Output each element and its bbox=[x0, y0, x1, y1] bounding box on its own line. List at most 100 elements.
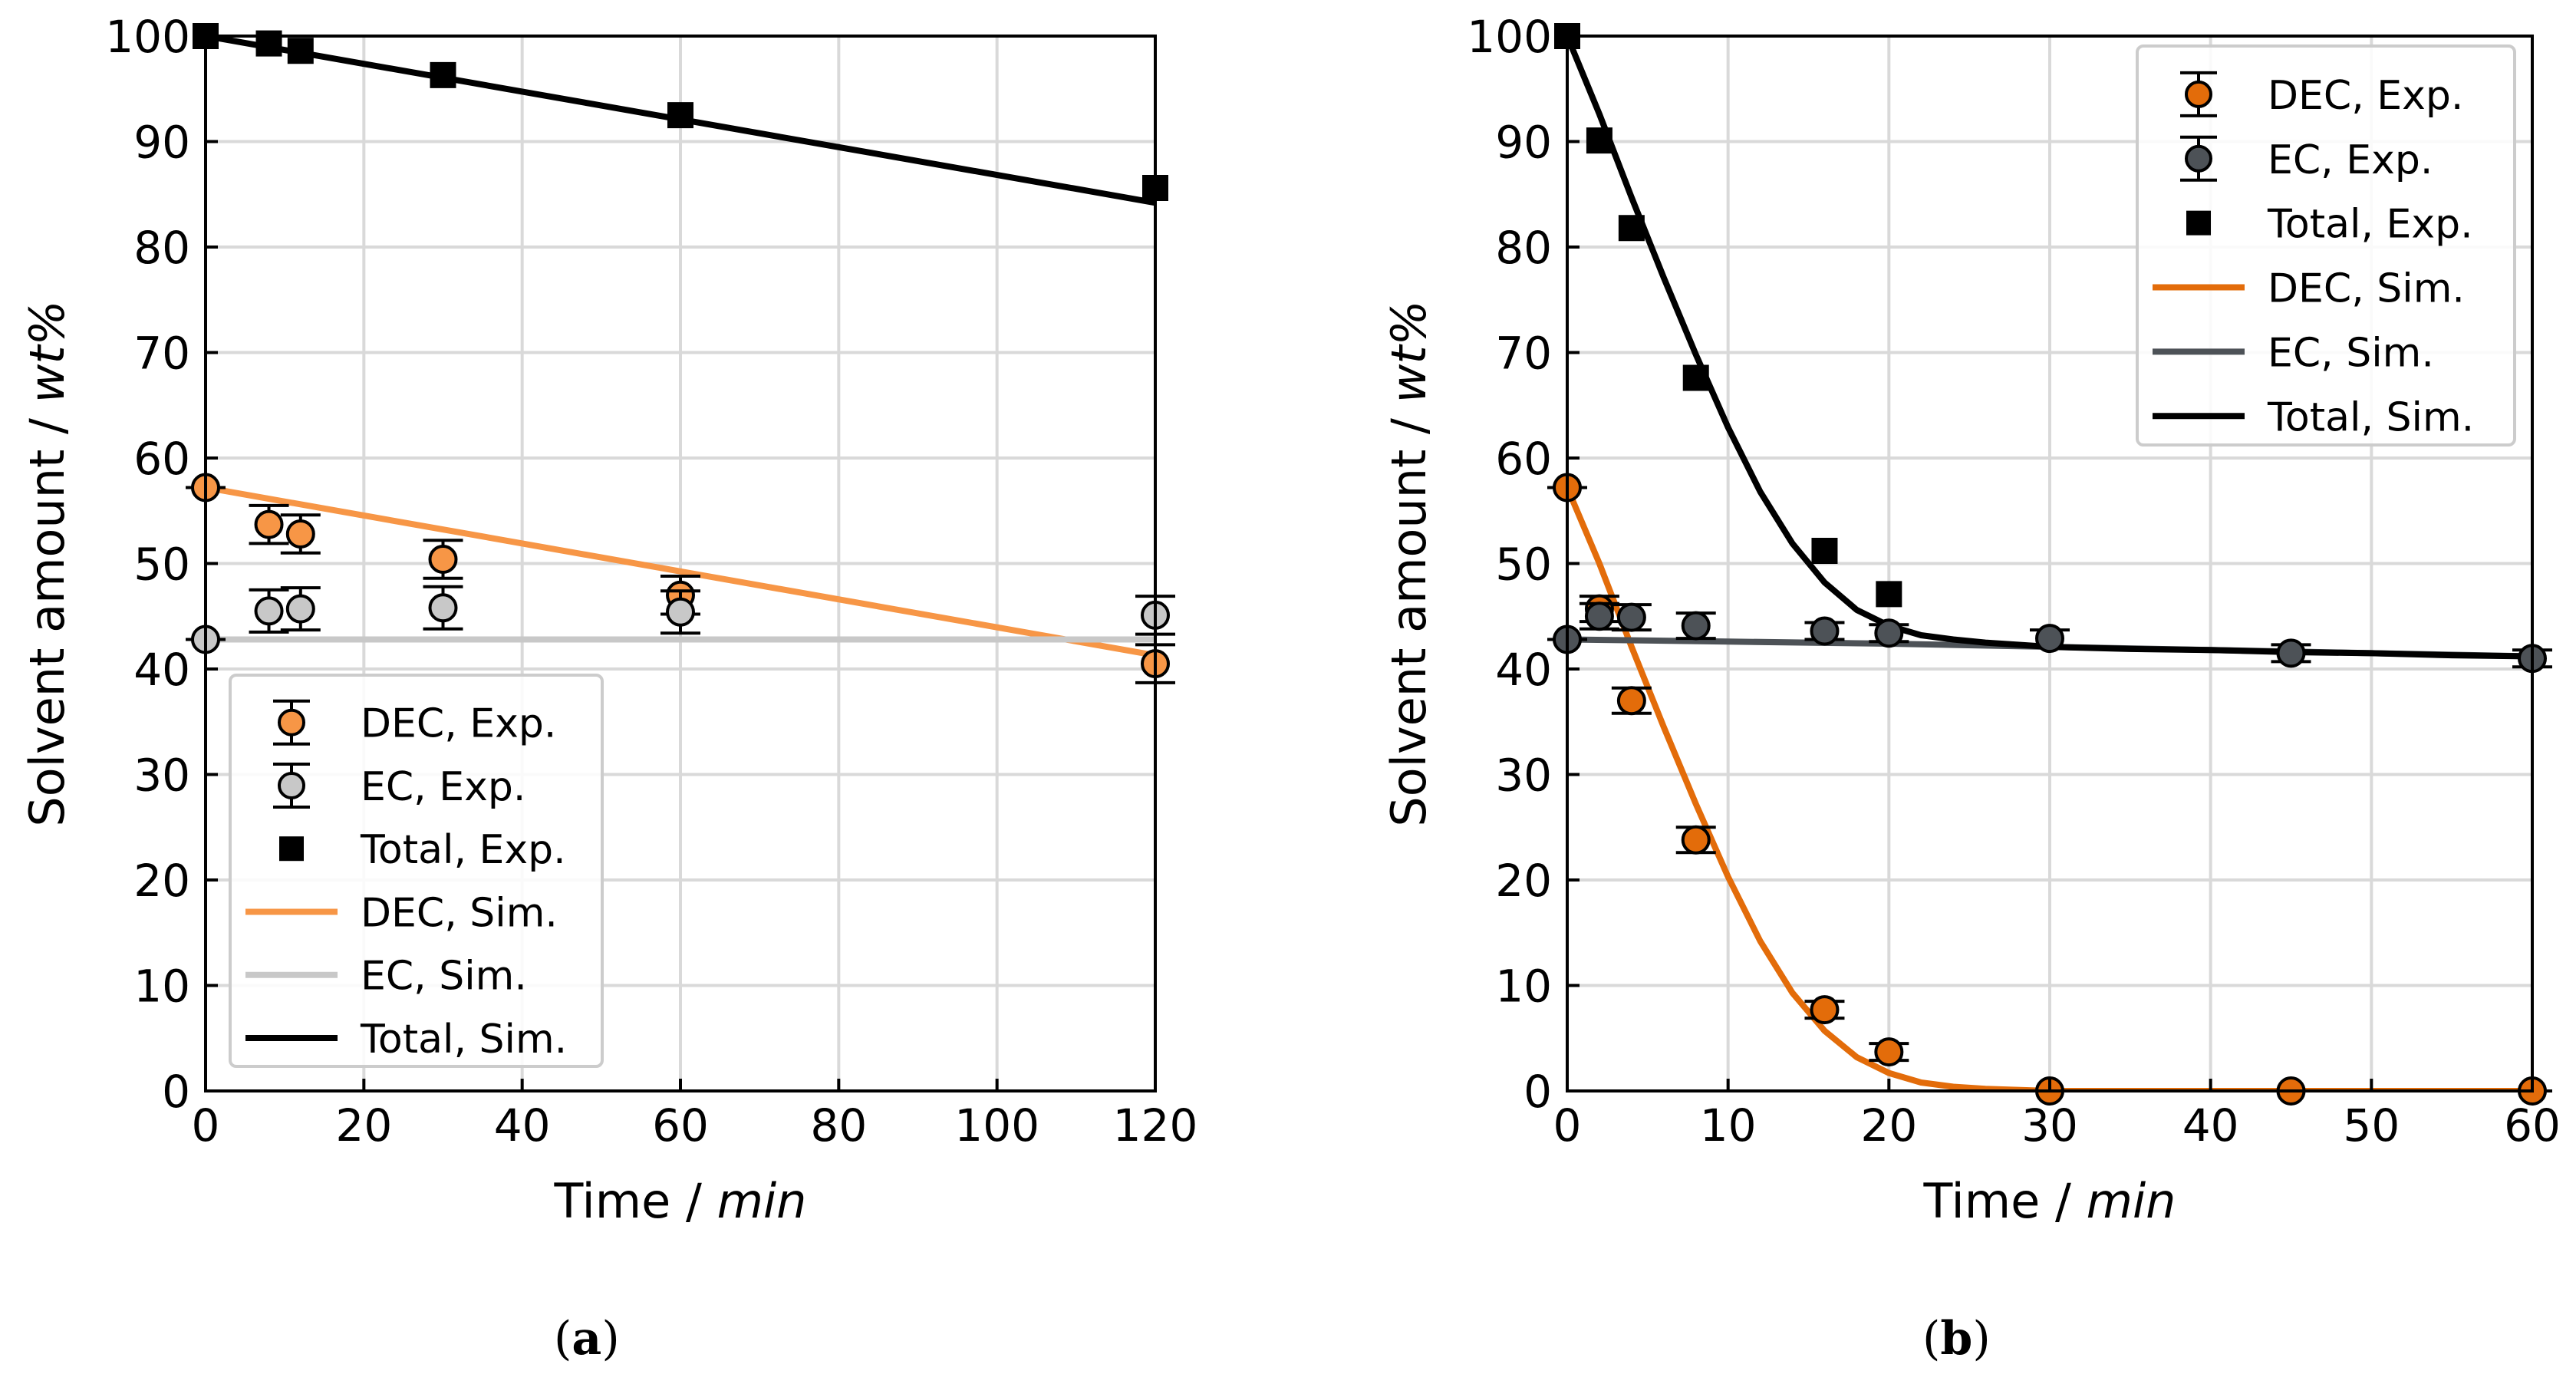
legend-label: DEC, Exp. bbox=[2268, 73, 2463, 119]
y-tick-label: 30 bbox=[1495, 750, 1552, 802]
x-tick-label: 60 bbox=[2504, 1099, 2561, 1152]
y-axis-label-unit: wt% bbox=[1381, 300, 1437, 403]
legend-box bbox=[2136, 44, 2516, 447]
data-point bbox=[1584, 601, 1614, 631]
y-tick-label: 60 bbox=[1495, 433, 1552, 485]
x-axis-label-unit: min bbox=[2087, 1173, 2176, 1229]
y-tick-label: 90 bbox=[133, 117, 190, 169]
data-point bbox=[428, 545, 458, 574]
caption-b-letter: b bbox=[1940, 1312, 1973, 1366]
y-tick-label: 90 bbox=[1495, 117, 1552, 169]
data-point bbox=[2035, 624, 2064, 654]
x-axis-label: Time / min bbox=[554, 1173, 807, 1229]
x-tick-label: 120 bbox=[1113, 1099, 1198, 1152]
legend-label: DEC, Exp. bbox=[361, 701, 556, 747]
y-tick-label: 40 bbox=[1495, 644, 1552, 696]
x-tick-label: 40 bbox=[2182, 1099, 2239, 1152]
panel-b: 0 10 20 30 40 50 60 0 10 20 30 40 50 60 70 80 90 100 Time … bbox=[1381, 11, 2561, 1229]
data-point bbox=[1810, 616, 1840, 646]
y-tick-label: 80 bbox=[133, 222, 190, 274]
x-axis-label-text: Time / bbox=[554, 1173, 717, 1229]
x-tick-label: 40 bbox=[494, 1099, 551, 1152]
y-tick-label: 70 bbox=[133, 328, 190, 380]
data-point bbox=[1874, 1037, 1904, 1067]
y-tick-label: 10 bbox=[1495, 961, 1552, 1013]
y-tick-label: 50 bbox=[1495, 539, 1552, 591]
x-axis-label: Time / min bbox=[1923, 1173, 2176, 1229]
legend-label: Total, Sim. bbox=[360, 1017, 567, 1063]
data-point-square bbox=[1876, 581, 1902, 608]
y-tick-label: 20 bbox=[1495, 855, 1552, 907]
legend-marker bbox=[278, 771, 305, 799]
legend-marker bbox=[2185, 80, 2212, 108]
y-tick-label: 60 bbox=[133, 433, 190, 485]
data-point bbox=[1810, 995, 1840, 1025]
data-point-square bbox=[430, 61, 456, 88]
y-tick-label: 40 bbox=[133, 644, 190, 696]
y-tick-label: 50 bbox=[133, 539, 190, 591]
caption-a-letter: a bbox=[572, 1312, 602, 1366]
legend-label: DEC, Sim. bbox=[361, 890, 558, 936]
data-point bbox=[254, 509, 284, 539]
y-tick-label: 100 bbox=[1467, 11, 1552, 63]
legend-label: EC, Exp. bbox=[361, 764, 525, 810]
x-axis-label-unit: min bbox=[717, 1173, 807, 1229]
y-axis-label: Solvent amount / wt% bbox=[19, 300, 75, 826]
legend-label: EC, Exp. bbox=[2268, 137, 2433, 183]
data-point-square bbox=[287, 38, 314, 64]
x-tick-label: 100 bbox=[954, 1099, 1039, 1152]
legend-label: EC, Sim. bbox=[2268, 330, 2434, 376]
y-tick-label: 30 bbox=[133, 750, 190, 802]
data-point-square bbox=[667, 102, 693, 129]
data-point bbox=[1681, 611, 1711, 641]
legend-label: Total, Sim. bbox=[2267, 394, 2474, 440]
legend-marker-square bbox=[279, 836, 304, 862]
data-point-square bbox=[255, 30, 282, 57]
series-line bbox=[1567, 35, 2532, 660]
data-point bbox=[428, 593, 458, 623]
data-point-square bbox=[1682, 364, 1709, 391]
legend-label: EC, Sim. bbox=[361, 954, 527, 1000]
y-tick-label: 10 bbox=[133, 961, 190, 1013]
legend-box bbox=[229, 674, 604, 1068]
data-point bbox=[2276, 638, 2306, 668]
y-tick-label: 0 bbox=[162, 1066, 190, 1118]
data-point bbox=[254, 596, 284, 626]
panel-a: 0 20 40 60 80 100 120 0 10 20 30 40 50 60 70 80 90 100 Tim… bbox=[19, 11, 1197, 1229]
data-point bbox=[1874, 618, 1904, 648]
x-tick-label: 60 bbox=[652, 1099, 709, 1152]
data-point bbox=[1616, 602, 1646, 632]
data-point-square bbox=[1618, 215, 1645, 242]
legend-label: Total, Exp. bbox=[360, 827, 566, 873]
legend-label: Total, Exp. bbox=[2267, 202, 2473, 248]
y-tick-label: 20 bbox=[133, 855, 190, 907]
x-tick-label: 0 bbox=[192, 1099, 220, 1152]
y-axis-label-unit: wt% bbox=[19, 300, 75, 403]
data-point bbox=[1681, 825, 1711, 855]
x-tick-label: 20 bbox=[1860, 1099, 1917, 1152]
y-tick-label: 0 bbox=[1524, 1066, 1552, 1118]
caption-b: (b) bbox=[1922, 1312, 1991, 1366]
x-tick-label: 10 bbox=[1700, 1099, 1757, 1152]
x-axis-label-text: Time / bbox=[1923, 1173, 2087, 1229]
legend-label: DEC, Sim. bbox=[2268, 266, 2465, 312]
data-point bbox=[285, 594, 315, 624]
y-tick-label: 70 bbox=[1495, 328, 1552, 380]
data-point-square bbox=[1811, 538, 1838, 564]
y-axis-label-text: Solvent amount / bbox=[1381, 403, 1437, 826]
data-point bbox=[1616, 686, 1646, 716]
legend-marker bbox=[278, 708, 305, 737]
x-tick-label: 0 bbox=[1553, 1099, 1582, 1152]
legend-marker bbox=[2185, 144, 2212, 173]
series-line bbox=[206, 484, 1155, 659]
caption-a: (a) bbox=[554, 1312, 620, 1366]
y-axis-label: Solvent amount / wt% bbox=[1381, 300, 1437, 826]
y-tick-label: 100 bbox=[105, 11, 190, 63]
data-point bbox=[666, 597, 695, 627]
data-point bbox=[285, 519, 315, 549]
legend-marker-square bbox=[2186, 210, 2211, 236]
x-tick-label: 30 bbox=[2021, 1099, 2078, 1152]
data-point-square bbox=[1586, 127, 1612, 154]
x-tick-label: 80 bbox=[810, 1099, 867, 1152]
